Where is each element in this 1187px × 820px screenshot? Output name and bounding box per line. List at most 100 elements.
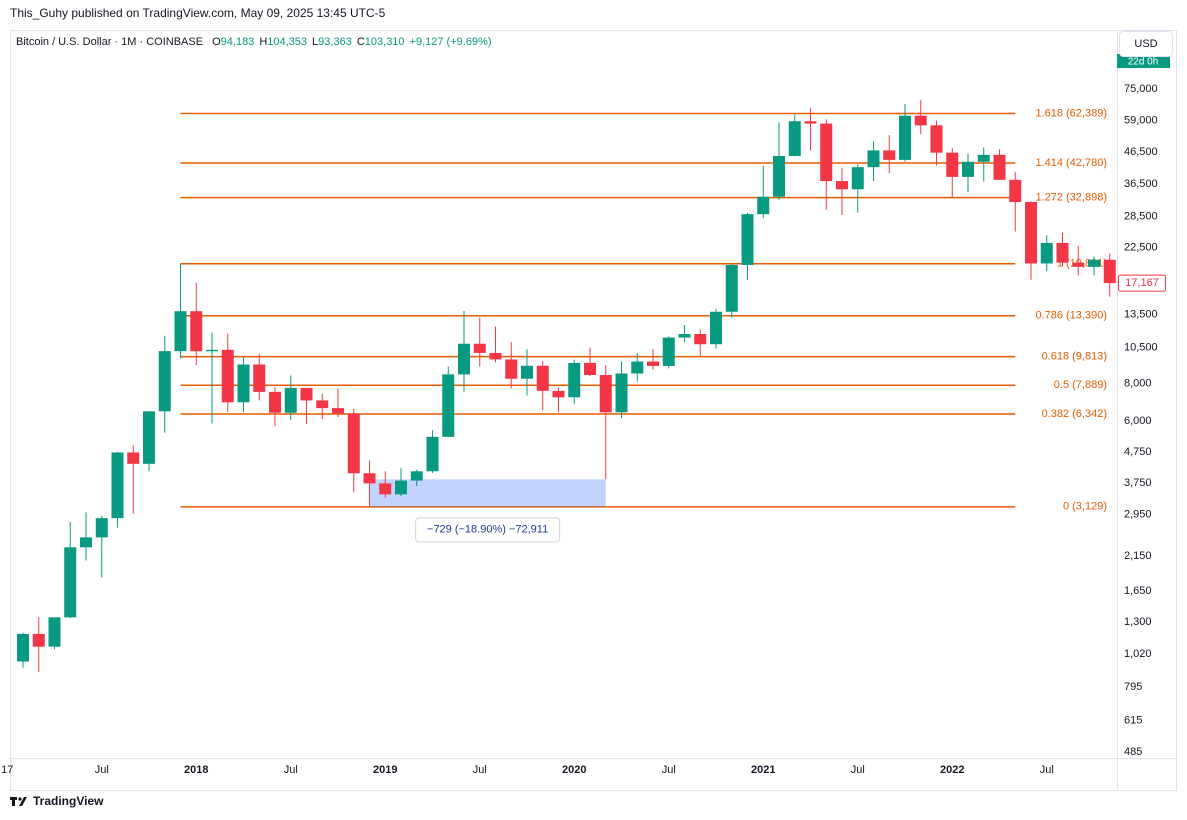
candle-body — [662, 337, 675, 366]
x-tick-label: Jul — [284, 764, 298, 776]
x-tick-label: 17 — [1, 764, 13, 776]
candle-body — [631, 361, 644, 374]
y-tick-label: 8,000 — [1124, 377, 1152, 389]
y-tick-label: 22,500 — [1124, 241, 1158, 253]
fib-level-label: 1.618 (62,389) — [1035, 107, 1107, 119]
fib-level-label: 0.5 (7,889) — [1054, 379, 1107, 391]
countdown-tag — [1117, 54, 1170, 68]
candle-body — [111, 452, 124, 519]
candle-body — [237, 364, 250, 403]
candle-body — [1056, 242, 1069, 263]
last-price-tag — [1118, 274, 1166, 292]
candle-body — [930, 125, 943, 153]
symbol-legend: Bitcoin / U.S. Dollar · 1M · COINBASE O9… — [16, 36, 492, 48]
candle-body — [300, 387, 313, 401]
candle-body — [867, 150, 880, 168]
x-tick-label: Jul — [662, 764, 676, 776]
y-tick-label: 28,500 — [1124, 210, 1158, 222]
x-tick-label: 2021 — [751, 764, 775, 776]
candle-body — [1040, 242, 1053, 264]
ohlc-key: C — [357, 36, 365, 48]
candle-body — [395, 480, 407, 495]
candle-body — [442, 374, 455, 437]
fib-level-label: 0.786 (13,390) — [1035, 310, 1107, 322]
candle-body — [962, 161, 974, 177]
candle-body — [914, 115, 927, 126]
fib-level-label: 0.382 (6,342) — [1042, 408, 1107, 420]
candle-body — [1025, 202, 1037, 264]
candle-body — [95, 518, 108, 538]
fib-level-label: 1.272 (32,898) — [1035, 191, 1107, 203]
candle-body — [946, 152, 959, 177]
ohlc-value: 104,353 — [267, 36, 307, 48]
last-price-label: 17,167 — [1125, 277, 1159, 289]
x-tick-label: Jul — [1040, 764, 1054, 776]
brand: TradingView — [33, 794, 104, 808]
x-tick-label: Jul — [473, 764, 487, 776]
candle-body — [788, 121, 801, 156]
x-tick-label: 2019 — [373, 764, 397, 776]
y-tick-label: 1,300 — [1124, 616, 1152, 628]
candle-body — [977, 154, 990, 162]
candle-body — [1088, 259, 1100, 267]
candle-body — [505, 359, 518, 379]
candle-body — [64, 547, 77, 618]
candle-body — [174, 311, 187, 352]
candle-body — [363, 473, 376, 484]
y-tick-label: 3,750 — [1124, 477, 1152, 489]
candle-body — [725, 264, 738, 312]
countdown: 22d 0h — [1128, 57, 1159, 68]
ohlc-key: O — [212, 36, 221, 48]
y-tick-label: 59,000 — [1124, 115, 1158, 127]
candle-body — [253, 364, 266, 392]
candle-body — [757, 196, 770, 215]
measure-label-box — [415, 517, 561, 543]
currency-button[interactable] — [1119, 31, 1173, 57]
candle-body — [615, 373, 628, 413]
currency[interactable]: USD — [1134, 38, 1157, 50]
y-tick-label: 1,650 — [1124, 585, 1152, 597]
y-tick-label: 4,750 — [1124, 446, 1152, 458]
y-tick-label: 13,500 — [1124, 309, 1158, 321]
candle-body — [458, 343, 470, 375]
fib-level-label: 1.414 (42,780) — [1035, 157, 1107, 169]
candle-body — [316, 400, 329, 409]
candle-body — [536, 365, 549, 391]
fib-level-label: 0 (3,129) — [1063, 501, 1107, 513]
candle-body — [710, 311, 722, 345]
publish-note: This_Guhy published on TradingView.com, … — [10, 6, 386, 20]
candle-body — [158, 351, 171, 412]
y-tick-label: 795 — [1124, 681, 1142, 693]
candle-body — [127, 452, 140, 464]
candle-body — [993, 154, 1006, 180]
candle-body — [284, 387, 297, 413]
x-tick-label: 2020 — [562, 764, 586, 776]
x-tick-label: Jul — [851, 764, 865, 776]
ohlc-value: 103,310 — [365, 36, 405, 48]
candle-body — [552, 390, 565, 398]
x-tick-label: 2022 — [940, 764, 964, 776]
candle-body — [883, 150, 896, 160]
candle-body — [741, 214, 754, 265]
measure-label: −729 (−18.90%) −72,911 — [427, 524, 548, 536]
x-tick-label: 2018 — [184, 764, 208, 776]
candle-body — [426, 436, 439, 472]
candle-body — [473, 343, 486, 353]
candle-body — [599, 375, 612, 413]
candle-body — [32, 633, 45, 647]
y-tick-label: 6,000 — [1124, 415, 1152, 427]
candle-body — [48, 617, 61, 647]
chart-frame — [10, 30, 1177, 791]
candle-body — [1072, 262, 1085, 267]
candle-body — [647, 361, 659, 366]
fib-level-label: 0.618 (9,813) — [1042, 350, 1107, 362]
y-tick-label: 615 — [1124, 715, 1142, 727]
candle-body — [899, 115, 911, 160]
candle-body — [836, 181, 848, 190]
y-tick-label: 75,000 — [1124, 83, 1158, 95]
candle-body — [332, 408, 344, 414]
candle-body — [143, 411, 155, 464]
y-tick-label: 485 — [1124, 746, 1142, 758]
